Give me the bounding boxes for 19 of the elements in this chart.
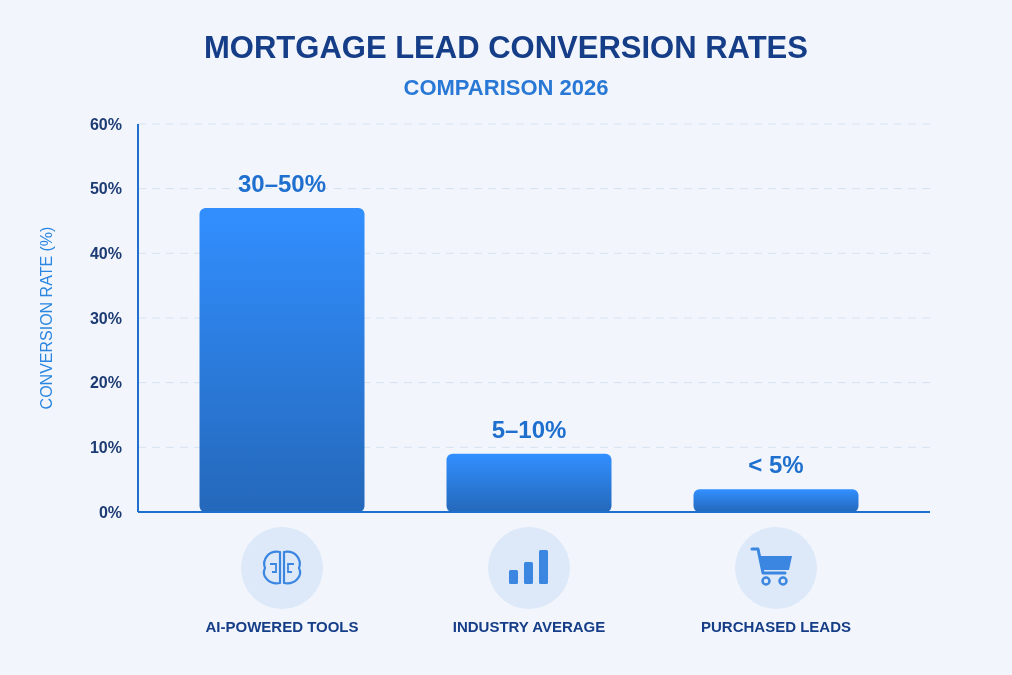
bar xyxy=(693,489,859,512)
y-tick-label: 50% xyxy=(89,180,122,198)
y-tick-label: 60% xyxy=(89,115,122,133)
x-tick-label: PURCHASED LEADS xyxy=(700,618,852,635)
bar xyxy=(446,453,612,512)
chart-title: MORTGAGE LEAD CONVERSION RATES xyxy=(204,30,808,65)
annotation: < 5% xyxy=(748,451,804,479)
y-axis-title: CONVERSION RATE (%) xyxy=(38,226,55,410)
x-tick-label: AI-POWERED TOOLS xyxy=(205,618,359,635)
bar xyxy=(199,208,365,512)
y-tick-label: 30% xyxy=(89,309,122,327)
annotation: 5–10% xyxy=(491,415,567,443)
annotation: 30–50% xyxy=(237,170,327,198)
y-tick-label: 10% xyxy=(89,438,122,456)
x-tick-label: INDUSTRY AVERAGE xyxy=(452,618,606,635)
y-tick-label: 0% xyxy=(98,503,122,521)
chart-subtitle: COMPARISON 2026 xyxy=(403,75,609,100)
y-tick-label: 20% xyxy=(89,374,122,392)
y-tick-label: 40% xyxy=(89,244,122,262)
